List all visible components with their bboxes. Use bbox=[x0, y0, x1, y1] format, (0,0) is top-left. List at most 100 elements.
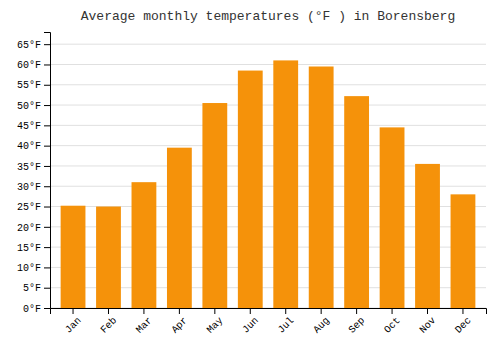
y-tick-mark bbox=[44, 267, 50, 268]
x-tick-mark bbox=[143, 308, 144, 314]
grid-line bbox=[50, 145, 486, 146]
x-tick-label: Apr bbox=[169, 315, 190, 336]
x-tick-mark bbox=[321, 308, 322, 314]
y-tick: 65°F bbox=[17, 40, 50, 51]
x-tick: Jul bbox=[276, 308, 297, 336]
x-tick-mark bbox=[108, 308, 109, 314]
x-tick-label: Feb bbox=[99, 315, 120, 336]
x-tick-label: Dec bbox=[453, 315, 474, 336]
bar bbox=[61, 206, 86, 308]
x-tick-label: Aug bbox=[311, 315, 332, 336]
bar bbox=[380, 127, 405, 308]
y-tick-mark bbox=[44, 308, 50, 309]
grid bbox=[50, 44, 486, 308]
y-tick-label: 45°F bbox=[17, 121, 41, 132]
y-tick-mark bbox=[44, 146, 50, 147]
y-tick-mark bbox=[44, 288, 50, 289]
y-tick-mark bbox=[44, 125, 50, 126]
bar bbox=[273, 60, 298, 308]
y-tick-mark bbox=[44, 247, 50, 248]
y-tick: 5°F bbox=[23, 283, 50, 294]
x-axis-line bbox=[51, 309, 487, 315]
y-tick-label: 0°F bbox=[23, 304, 41, 315]
y-tick-mark bbox=[44, 105, 50, 106]
x-tick: Nov bbox=[418, 308, 439, 336]
x-tick-label: Sep bbox=[347, 315, 368, 336]
y-tick-mark bbox=[44, 166, 50, 167]
y-tick-label: 20°F bbox=[17, 223, 41, 234]
bar bbox=[167, 148, 192, 308]
x-tick-label: May bbox=[205, 315, 226, 336]
x-tick-label: Jun bbox=[240, 315, 261, 336]
x-tick: Feb bbox=[99, 308, 120, 336]
x-tick-mark bbox=[73, 308, 74, 314]
x-tick: Sep bbox=[347, 308, 368, 336]
x-tick: Mar bbox=[134, 308, 155, 336]
y-tick-label: 25°F bbox=[17, 202, 41, 213]
y-tick: 60°F bbox=[17, 60, 50, 71]
y-tick-label: 30°F bbox=[17, 182, 41, 193]
bar bbox=[344, 96, 369, 308]
x-tick: Oct bbox=[382, 308, 403, 336]
y-tick-mark bbox=[44, 227, 50, 228]
x-tick-label: Mar bbox=[134, 315, 155, 336]
bar bbox=[309, 67, 334, 309]
y-tick: 50°F bbox=[17, 101, 50, 112]
grid-line bbox=[50, 105, 486, 106]
x-tick-label: Nov bbox=[418, 315, 439, 336]
grid-line bbox=[50, 44, 486, 45]
y-tick: 10°F bbox=[17, 263, 50, 274]
x-tick-mark bbox=[392, 308, 393, 314]
x-tick-mark bbox=[427, 308, 428, 314]
y-axis: 0°F 5°F 10°F 15°F 20°F 25°F 30°F 35°F 40°F 45°F 50… bbox=[17, 33, 51, 315]
y-tick: 45°F bbox=[17, 121, 50, 132]
x-tick-mark bbox=[250, 308, 251, 314]
y-tick-mark bbox=[44, 64, 50, 65]
y-tick: 35°F bbox=[17, 162, 50, 173]
bar bbox=[451, 194, 476, 308]
grid-line bbox=[50, 64, 486, 65]
y-tick-label: 5°F bbox=[23, 283, 41, 294]
x-tick: Aug bbox=[311, 308, 332, 336]
bar bbox=[132, 182, 157, 308]
y-tick-mark bbox=[44, 207, 50, 208]
x-tick-mark bbox=[214, 308, 215, 314]
x-tick: Apr bbox=[169, 308, 190, 336]
y-tick: 25°F bbox=[17, 202, 50, 213]
bar bbox=[202, 103, 227, 308]
x-tick: Jun bbox=[240, 308, 261, 336]
y-tick: 20°F bbox=[17, 223, 50, 234]
x-tick: May bbox=[205, 308, 226, 336]
y-tick-mark bbox=[44, 85, 50, 86]
y-tick-label: 10°F bbox=[17, 263, 41, 274]
grid-line bbox=[50, 125, 486, 126]
y-tick: 30°F bbox=[17, 182, 50, 193]
y-tick: 15°F bbox=[17, 243, 50, 254]
y-tick-label: 35°F bbox=[17, 162, 41, 173]
bar bbox=[415, 164, 440, 308]
y-tick-label: 55°F bbox=[17, 80, 41, 91]
x-axis: Jan Feb Mar Apr May Jun Jul Aug Sep Oct Nov Dec bbox=[51, 308, 487, 336]
y-tick: 0°F bbox=[23, 304, 50, 315]
y-axis-line bbox=[44, 33, 51, 309]
x-tick: Dec bbox=[453, 308, 474, 336]
x-tick-label: Jan bbox=[63, 315, 84, 336]
x-tick-mark bbox=[285, 308, 286, 314]
bar bbox=[238, 71, 263, 308]
x-tick-label: Oct bbox=[382, 315, 403, 336]
plot: 0°F 5°F 10°F 15°F 20°F 25°F 30°F 35°F 40°F 45°F 50… bbox=[17, 33, 487, 336]
grid-line bbox=[50, 84, 486, 85]
y-tick-mark bbox=[44, 186, 50, 187]
x-tick-mark bbox=[356, 308, 357, 314]
bar bbox=[96, 207, 121, 308]
x-tick-mark bbox=[462, 308, 463, 314]
y-tick-mark bbox=[44, 44, 50, 45]
y-tick-label: 40°F bbox=[17, 141, 41, 152]
title: Average monthly temperatures (°F ) in Bo… bbox=[81, 9, 455, 24]
y-tick: 40°F bbox=[17, 141, 50, 152]
y-tick-label: 65°F bbox=[17, 40, 41, 51]
chart: 0°F 5°F 10°F 15°F 20°F 25°F 30°F 35°F 40°F 45°F 50… bbox=[0, 0, 500, 350]
y-tick-label: 15°F bbox=[17, 243, 41, 254]
bars bbox=[61, 60, 476, 308]
x-tick-label: Jul bbox=[276, 315, 297, 336]
